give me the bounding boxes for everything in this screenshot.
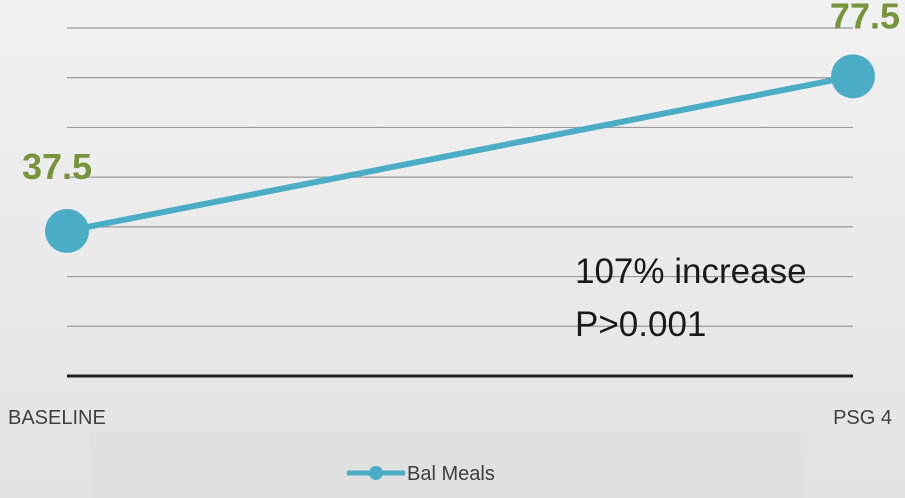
- legend-marker-dot: [369, 466, 383, 480]
- legend-background: [90, 432, 802, 498]
- series-line-bal-meals: [66, 73, 854, 234]
- legend: Bal Meals: [90, 432, 802, 498]
- data-point-baseline: [45, 209, 89, 253]
- series-bal-meals: [45, 54, 875, 253]
- data-label-baseline: 37.5: [22, 146, 92, 187]
- x-tick-label-psg-4: PSG 4: [833, 407, 892, 429]
- x-axis-tick-labels: BASELINE PSG 4: [8, 407, 892, 429]
- gridlines: [67, 27, 853, 327]
- annotation-increase: 107% increase: [575, 252, 807, 291]
- legend-label-bal-meals: Bal Meals: [407, 463, 495, 485]
- data-point-psg-4: [831, 54, 875, 99]
- data-labels: 37.5 77.5: [22, 0, 900, 187]
- x-tick-label-baseline: BASELINE: [8, 407, 106, 429]
- data-label-psg-4: 77.5: [830, 0, 900, 36]
- annotation-p-value: P>0.001: [575, 305, 706, 344]
